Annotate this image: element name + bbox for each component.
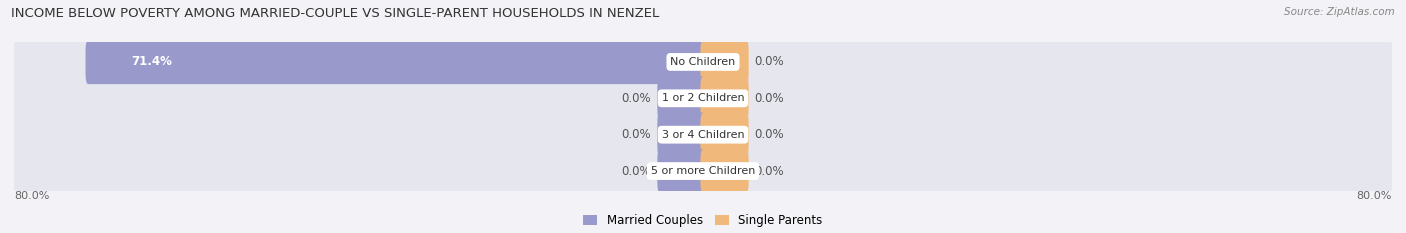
FancyBboxPatch shape: [658, 113, 706, 157]
FancyBboxPatch shape: [658, 76, 706, 120]
Text: 0.0%: 0.0%: [621, 164, 651, 178]
Text: 0.0%: 0.0%: [755, 164, 785, 178]
Text: 5 or more Children: 5 or more Children: [651, 166, 755, 176]
FancyBboxPatch shape: [700, 149, 748, 193]
FancyBboxPatch shape: [700, 76, 748, 120]
Text: 1 or 2 Children: 1 or 2 Children: [662, 93, 744, 103]
Text: 0.0%: 0.0%: [755, 55, 785, 69]
FancyBboxPatch shape: [14, 103, 1392, 166]
Legend: Married Couples, Single Parents: Married Couples, Single Parents: [583, 214, 823, 227]
FancyBboxPatch shape: [700, 113, 748, 157]
Text: INCOME BELOW POVERTY AMONG MARRIED-COUPLE VS SINGLE-PARENT HOUSEHOLDS IN NENZEL: INCOME BELOW POVERTY AMONG MARRIED-COUPL…: [11, 7, 659, 20]
FancyBboxPatch shape: [14, 139, 1392, 203]
Text: 3 or 4 Children: 3 or 4 Children: [662, 130, 744, 140]
Text: 0.0%: 0.0%: [755, 128, 785, 141]
Text: 0.0%: 0.0%: [621, 92, 651, 105]
Text: 0.0%: 0.0%: [755, 92, 785, 105]
Text: 71.4%: 71.4%: [131, 55, 172, 69]
FancyBboxPatch shape: [658, 149, 706, 193]
FancyBboxPatch shape: [700, 40, 748, 84]
Text: No Children: No Children: [671, 57, 735, 67]
Text: 80.0%: 80.0%: [14, 192, 49, 201]
FancyBboxPatch shape: [14, 67, 1392, 130]
FancyBboxPatch shape: [14, 30, 1392, 94]
Text: 80.0%: 80.0%: [1357, 192, 1392, 201]
FancyBboxPatch shape: [86, 40, 706, 84]
Text: Source: ZipAtlas.com: Source: ZipAtlas.com: [1284, 7, 1395, 17]
Text: 0.0%: 0.0%: [621, 128, 651, 141]
